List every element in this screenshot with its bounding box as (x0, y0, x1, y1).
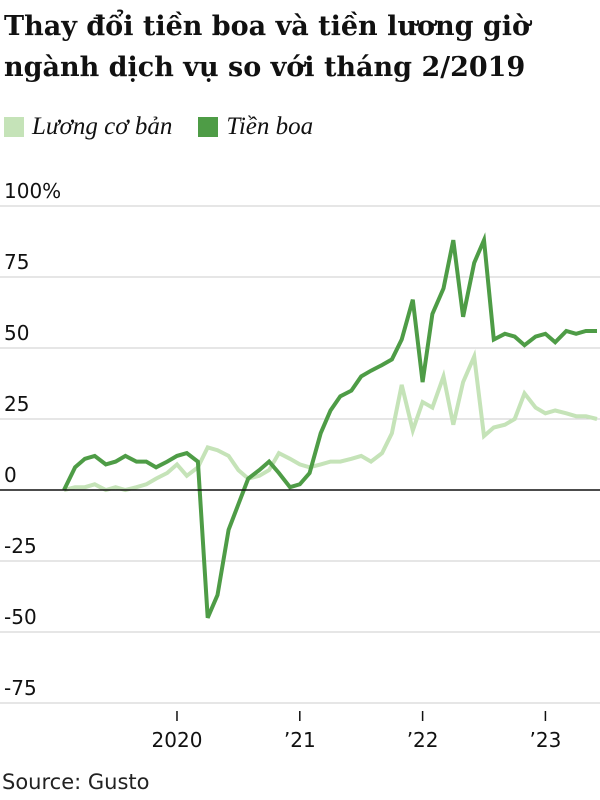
x-tick-label: ’21 (284, 728, 316, 752)
y-tick-label: 75 (4, 250, 29, 274)
legend-item-base-wage: Lương cơ bản (4, 113, 172, 141)
y-tick-label: -75 (4, 676, 37, 700)
x-tick-label: ’22 (407, 728, 439, 752)
legend-swatch-base-wage (4, 117, 24, 137)
legend-item-tips: Tiền boa (198, 113, 313, 141)
y-tick-label: 25 (4, 392, 29, 416)
y-tick-label: -25 (4, 534, 37, 558)
y-tick-label: 50 (4, 321, 29, 345)
series-line-tips (62, 232, 597, 619)
line-chart: 100% 75 50 25 0 -25 -50 -75 2020 ’21 ’22 ’23 (0, 179, 600, 752)
legend-swatch-tips (198, 117, 219, 137)
chart-title: Thay đổi tiền boa và tiền lương giờ ngàn… (4, 11, 531, 83)
y-tick-label: -50 (4, 605, 37, 629)
y-tick-label: 100% (4, 179, 61, 203)
y-tick-label: 0 (4, 463, 17, 487)
legend: Lương cơ bản Tiền boa (4, 112, 339, 142)
x-tick-label: ’23 (530, 728, 562, 752)
series-line-base-wage (63, 348, 598, 493)
x-tick-label: 2020 (152, 728, 203, 752)
legend-label-tips: Tiền boa (226, 113, 314, 140)
legend-label-base-wage: Lương cơ bản (32, 113, 173, 140)
source-note: Source: Gusto (2, 770, 150, 794)
